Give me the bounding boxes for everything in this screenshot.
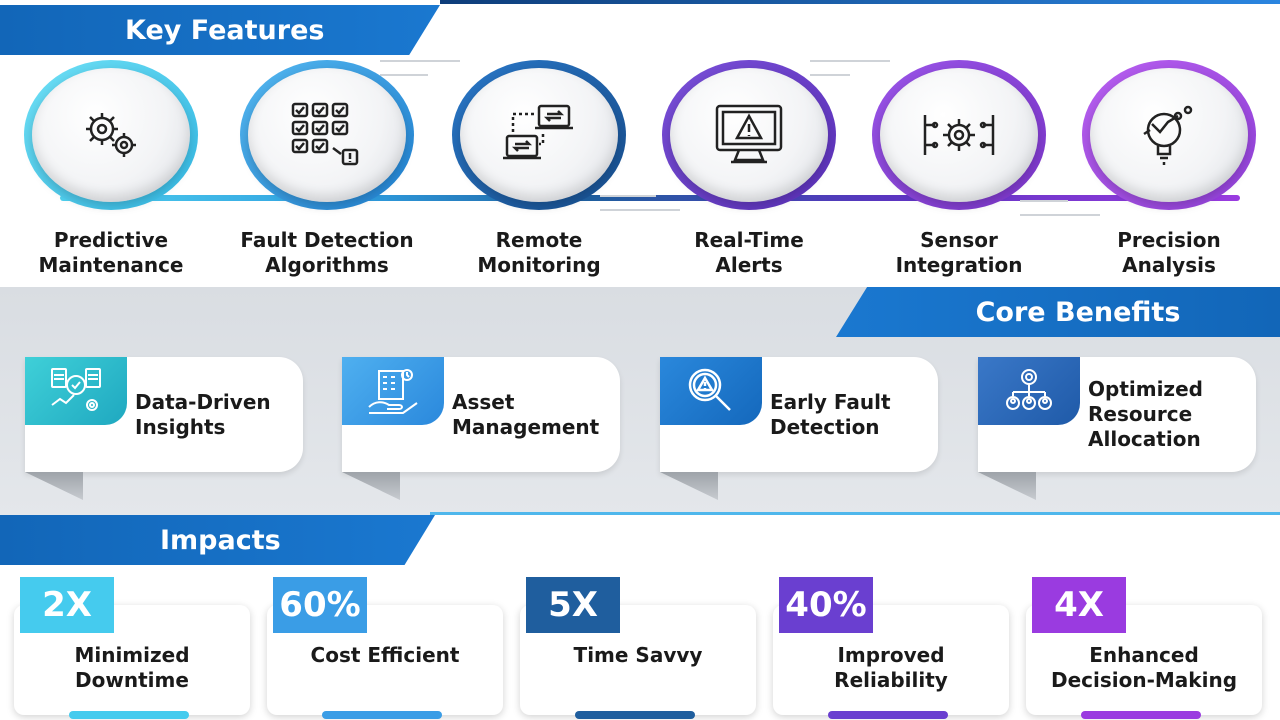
impact-value-badge: 40% (779, 577, 873, 633)
impact-value-badge: 60% (273, 577, 367, 633)
impact-label: Time Savvy (573, 643, 703, 667)
impact-value-badge: 5X (526, 577, 620, 633)
impact-accent-bar (322, 711, 442, 719)
feature-fault-detection-algorithms: Fault Detection Algorithms (222, 60, 432, 278)
feature-remote-monitoring: Remote Monitoring (434, 60, 644, 278)
feature-ring (872, 60, 1046, 210)
impact-accent-bar (1081, 711, 1201, 719)
resource-network-icon (1006, 369, 1052, 410)
feature-label: Sensor Integration (895, 228, 1023, 277)
impact-value-badge: 4X (1032, 577, 1126, 633)
impact-value-badge: 2X (20, 577, 114, 633)
key-features-section: Predictive Maintenance Fault Detection A… (0, 60, 1280, 285)
impacts-accent-line (430, 512, 1280, 515)
impact-accent-bar (575, 711, 695, 719)
benefit-data-driven-insights: Data-Driven Insights (25, 357, 303, 500)
benefit-icon-box (978, 357, 1080, 425)
precision-analysis-icon (1143, 105, 1193, 165)
impact-accent-bar (828, 711, 948, 719)
key-features-title: Key Features (125, 14, 325, 46)
core-benefits-title: Core Benefits (975, 296, 1181, 328)
feature-precision-analysis: Precision Analysis (1064, 60, 1274, 278)
impact-time-savvy: 5X Time Savvy (520, 577, 756, 719)
feature-label: Real-Time Alerts (694, 228, 804, 277)
feature-label: Precision Analysis (1117, 228, 1221, 277)
benefit-label: Asset Management (452, 389, 600, 439)
impacts-title: Impacts (160, 524, 281, 556)
impact-label: Minimized Downtime (74, 643, 190, 692)
checklist-grid-icon (291, 102, 359, 166)
key-features-header: Key Features (0, 5, 440, 55)
impact-enhanced-decision-making: 4X Enhanced Decision-Making (1026, 577, 1262, 719)
feature-disc (460, 68, 618, 202)
asset-building-icon (368, 369, 418, 414)
feature-ring (24, 60, 198, 210)
feature-label: Predictive Maintenance (38, 228, 184, 277)
benefit-optimized-resource-allocation: Optimized Resource Allocation (978, 357, 1256, 500)
impact-label: Cost Efficient (310, 643, 460, 667)
feature-disc (1090, 68, 1248, 202)
feature-ring (452, 60, 626, 210)
feature-ring (662, 60, 836, 210)
feature-label: Remote Monitoring (477, 228, 601, 277)
feature-connector-line (60, 195, 1240, 201)
feature-label: Fault Detection Algorithms (240, 228, 414, 277)
feature-predictive-maintenance: Predictive Maintenance (6, 60, 216, 278)
decor-lines (600, 195, 680, 255)
benefit-icon-box (660, 357, 762, 425)
alert-monitor-icon (715, 104, 783, 164)
benefit-label: Data-Driven Insights (135, 389, 271, 439)
decor-lines (810, 60, 890, 120)
top-accent-line (440, 0, 1280, 4)
core-benefits-header: Core Benefits (836, 287, 1280, 337)
impact-label: Improved Reliability (834, 643, 948, 692)
benefit-icon-box (342, 357, 444, 425)
feature-ring (240, 60, 414, 210)
feature-real-time-alerts: Real-Time Alerts (644, 60, 854, 278)
benefit-label: Optimized Resource Allocation (1088, 377, 1203, 451)
impact-improved-reliability: 40% Improved Reliability (773, 577, 1009, 719)
benefit-asset-management: Asset Management (342, 357, 620, 500)
decor-lines (380, 60, 460, 120)
impact-minimized-downtime: 2X Minimized Downtime (14, 577, 250, 719)
feature-disc (670, 68, 828, 202)
benefit-icon-box (25, 357, 127, 425)
sensor-chip-icon (923, 115, 995, 155)
impact-label: Enhanced Decision-Making (1050, 643, 1238, 692)
feature-disc (32, 68, 190, 202)
magnifier-alert-icon (688, 368, 731, 411)
impacts-header: Impacts (0, 515, 435, 565)
feature-ring (1082, 60, 1256, 210)
data-insights-icon (51, 368, 101, 411)
feature-disc (880, 68, 1038, 202)
benefit-label: Early Fault Detection (770, 389, 891, 439)
feature-sensor-integration: Sensor Integration (854, 60, 1064, 278)
decor-lines (1020, 200, 1100, 260)
gears-icon (86, 113, 136, 157)
feature-disc (248, 68, 406, 202)
benefit-early-fault-detection: Early Fault Detection (660, 357, 938, 500)
impact-accent-bar (69, 711, 189, 719)
impact-cost-efficient: 60% Cost Efficient (267, 577, 503, 719)
remote-laptops-icon (503, 104, 573, 160)
